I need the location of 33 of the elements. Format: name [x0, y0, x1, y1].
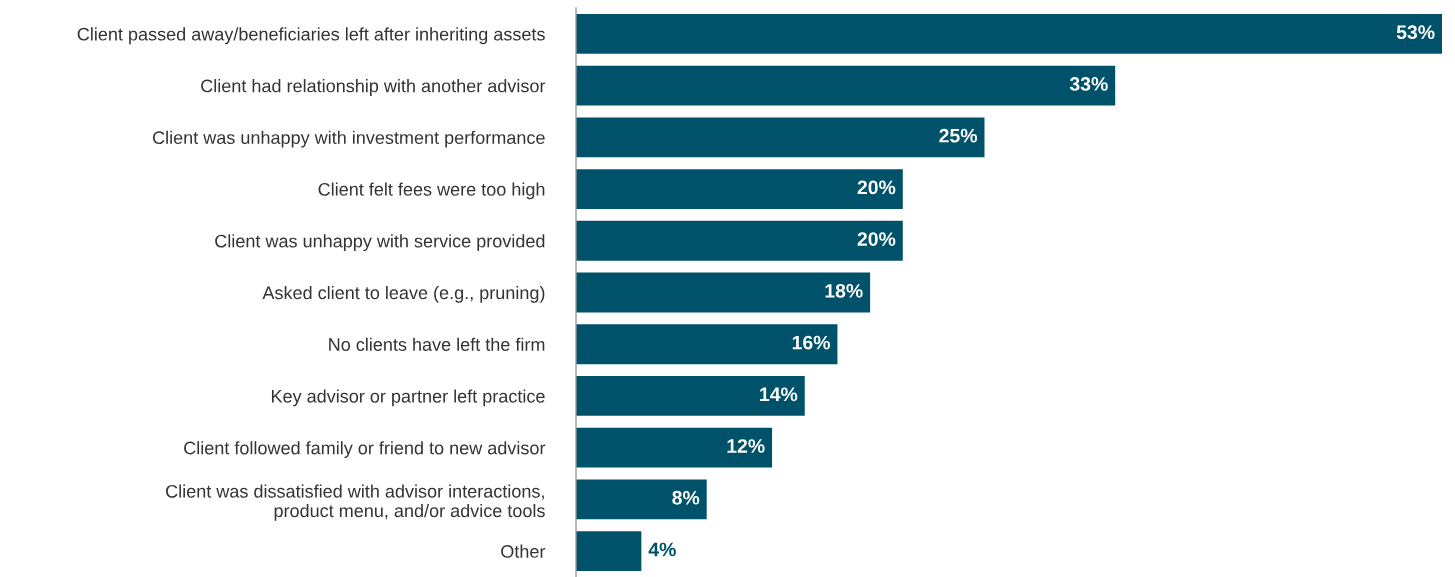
bar	[576, 376, 805, 416]
data-label: 8%	[672, 490, 700, 505]
y-tick-label: Client was unhappy with investment performance	[152, 130, 545, 148]
y-tick-label: Client passed away/beneficiaries left after inheriting assets	[77, 27, 545, 45]
bar	[576, 324, 838, 365]
y-tick-label: Client was dissatisfied with advisor interactions, product menu, and/or advice tools	[166, 484, 545, 521]
data-label: 53%	[1396, 25, 1435, 40]
data-label: 14%	[760, 387, 798, 402]
bar	[576, 220, 903, 261]
data-label: 20%	[857, 180, 896, 195]
y-tick-label: No clients have left the firm	[329, 337, 545, 351]
y-tick-label: Client was unhappy with service provided	[215, 234, 545, 252]
y-tick-label: Asked client to leave (e.g., pruning)	[262, 285, 545, 303]
data-label: 33%	[1069, 77, 1108, 91]
y-tick-label: Client felt fees were too high	[318, 182, 545, 200]
bar	[576, 531, 642, 572]
data-label: 16%	[792, 335, 830, 350]
bar	[576, 427, 773, 468]
y-tick-label: Key advisor or partner left practice	[271, 389, 545, 407]
data-label: 4%	[648, 542, 676, 557]
data-label: 25%	[939, 128, 978, 143]
y-tick-label: Client had relationship with another advisor	[201, 79, 546, 96]
bar	[576, 13, 1442, 54]
y-tick-label: Client followed family or friend to new advisor	[184, 441, 546, 458]
data-label: 20%	[857, 232, 896, 246]
data-label: 12%	[727, 439, 765, 453]
bar	[576, 169, 903, 209]
bar	[576, 117, 985, 158]
bar	[576, 65, 1116, 106]
bar	[576, 479, 707, 520]
y-tick-label: Other	[501, 544, 546, 558]
data-label: 18%	[825, 283, 863, 298]
bar	[576, 272, 871, 313]
